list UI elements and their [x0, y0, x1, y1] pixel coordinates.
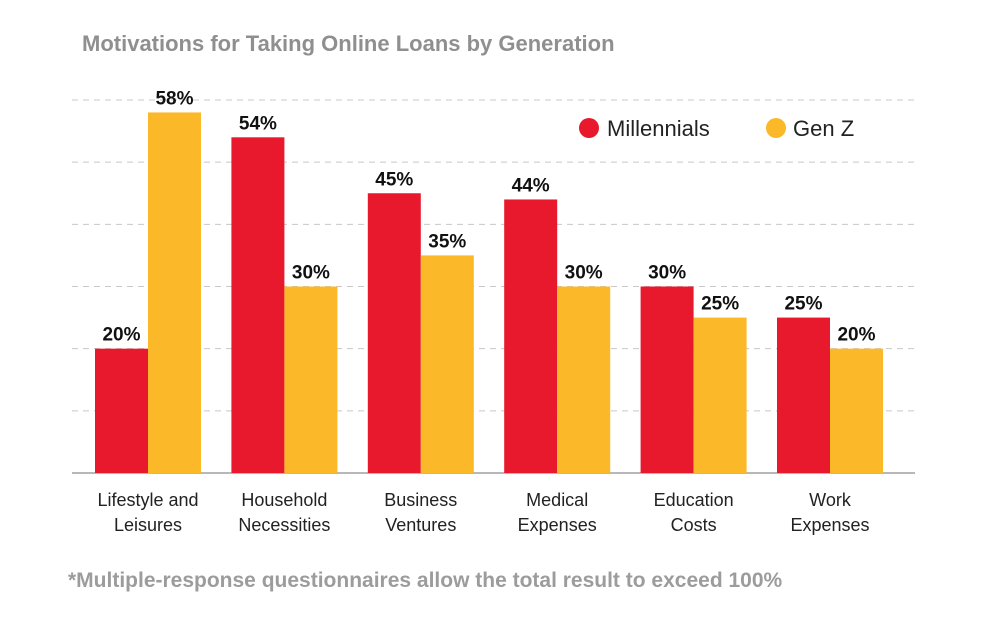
- bar-value-label: 45%: [375, 169, 413, 190]
- category-label: Medical Expenses: [518, 490, 597, 535]
- bar-gen-z: [420, 255, 474, 473]
- bar-gen-z: [284, 286, 338, 473]
- legend-label: Gen Z: [793, 116, 854, 141]
- bar-value-label: 30%: [648, 263, 686, 284]
- bar-gen-z: [830, 348, 883, 473]
- bar-millennials: [777, 317, 830, 473]
- bar-value-label: 20%: [102, 325, 140, 346]
- category-label: Education Costs: [654, 490, 734, 535]
- bar-value-label: 58%: [155, 88, 193, 109]
- bar-value-label: 25%: [701, 294, 739, 315]
- category-label: Lifestyle and Leisures: [97, 490, 198, 535]
- bar-value-label: 30%: [292, 263, 330, 284]
- legend-swatch: [766, 118, 786, 138]
- gridlines: [72, 99, 915, 474]
- bar-value-label: 20%: [837, 325, 875, 346]
- bar-millennials: [504, 199, 558, 473]
- bar-gen-z: [557, 286, 611, 473]
- bar-millennials: [95, 348, 148, 473]
- footnote: *Multiple-response questionnaires allow …: [68, 569, 783, 592]
- legend-swatch: [579, 118, 599, 138]
- category-labels: Lifestyle and Leisures Household Necessitie…: [97, 490, 869, 535]
- category-label: Household Necessities: [238, 490, 330, 535]
- category-label: Work Expenses: [790, 490, 869, 535]
- bar-value-label: 54%: [239, 113, 277, 134]
- chart-title: Motivations for Taking Online Loans by G…: [82, 31, 615, 56]
- bar-gen-z: [148, 112, 201, 473]
- bar-millennials: [640, 286, 694, 473]
- category-label: Business Ventures: [384, 490, 457, 535]
- value-labels: 20% 58% 54% 30% 45% 35% 44% 30% 30% 25% 25% 20%: [102, 88, 875, 345]
- legend: Millennials Gen Z: [579, 116, 854, 141]
- bar-value-label: 44%: [512, 175, 550, 196]
- bars: [95, 112, 883, 474]
- bar-value-label: 30%: [565, 263, 603, 284]
- bar-millennials: [231, 137, 285, 474]
- bar-value-label: 25%: [784, 294, 822, 315]
- bar-gen-z: [693, 317, 747, 473]
- bar-value-label: 35%: [428, 231, 466, 252]
- bar-chart: 20% 58% 54% 30% 45% 35% 44% 30% 30% 25% 25% 20% Lif…: [72, 88, 915, 535]
- bar-millennials: [367, 193, 421, 473]
- legend-label: Millennials: [607, 116, 710, 141]
